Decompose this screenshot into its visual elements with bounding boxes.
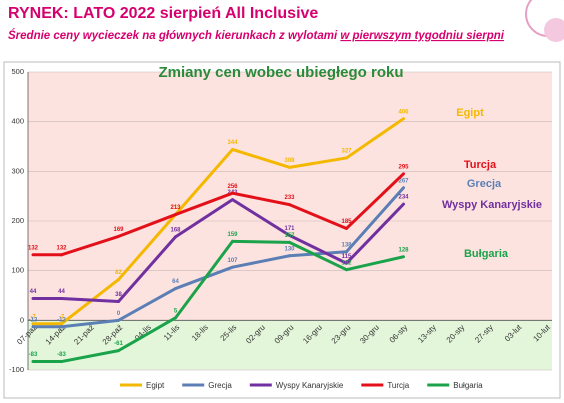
line-segment — [60, 278, 120, 326]
data-label: 344 — [227, 140, 238, 146]
data-label: 213 — [170, 205, 181, 211]
y-tick-label: -100 — [9, 365, 24, 374]
data-label: 82 — [115, 270, 122, 276]
line-segment — [117, 213, 177, 238]
data-label: 256 — [227, 184, 238, 190]
line-segment — [231, 254, 291, 269]
data-label: -61 — [114, 341, 123, 347]
data-label: 406 — [398, 109, 409, 115]
data-label: 132 — [56, 245, 67, 251]
data-label: 44 — [58, 289, 65, 295]
line-segment — [345, 186, 405, 254]
data-label: 138 — [341, 242, 352, 248]
data-label: 171 — [284, 226, 295, 232]
line-segment — [60, 296, 120, 303]
line-segment — [345, 202, 405, 265]
data-label: 5 — [174, 308, 178, 314]
legend-label: Grecja — [208, 381, 232, 390]
line-segment — [288, 240, 348, 272]
legend-label: Egipt — [146, 381, 165, 390]
series-annotation: Grecja — [467, 178, 502, 190]
y-tick-label: 300 — [11, 166, 24, 175]
line-segment — [345, 117, 405, 160]
data-label: 327 — [341, 149, 352, 155]
data-label: 44 — [30, 289, 37, 295]
legend-label: Turcja — [387, 381, 409, 390]
y-tick-label: 500 — [11, 67, 24, 76]
header-subtitle: Średnie ceny wycieczek na głównych kieru… — [8, 29, 505, 42]
data-label: 295 — [398, 164, 409, 170]
legend-label: Bułgaria — [453, 381, 483, 390]
line-segment — [117, 287, 177, 322]
line-segment — [231, 147, 291, 169]
subtitle: Średnie ceny wycieczek na głównych kieru… — [8, 29, 340, 42]
data-label: 308 — [284, 158, 295, 164]
decoration — [544, 18, 564, 42]
line-segment — [117, 316, 177, 353]
line-segment — [345, 172, 405, 230]
data-label: 128 — [398, 247, 409, 253]
series-annotation: Wyspy Kanaryjskie — [442, 199, 542, 211]
header-title: RYNEK: LATO 2022 sierpień All Inclusive — [8, 5, 318, 22]
series-annotation: Egipt — [456, 107, 484, 119]
y-tick-label: 200 — [11, 216, 24, 225]
series-annotation: Turcja — [464, 159, 497, 171]
line-segment — [231, 191, 291, 207]
line-segment — [288, 233, 348, 265]
series-annotation: Bułgaria — [464, 248, 509, 260]
data-label: 115 — [342, 254, 352, 260]
line-segment — [231, 198, 291, 237]
y-tick-label: 100 — [11, 266, 24, 275]
line-segment — [288, 156, 348, 169]
data-label: -83 — [29, 352, 38, 358]
y-tick-label: 400 — [11, 117, 24, 126]
plot-bg-positive — [28, 72, 552, 321]
line-segment — [117, 213, 177, 282]
chart-title: Zmiany cen wobec ubiegłego roku — [158, 64, 403, 81]
data-label: 169 — [113, 227, 124, 233]
line-segment — [288, 250, 348, 258]
line-segment — [174, 191, 234, 217]
line-segment — [288, 203, 348, 230]
legend-label: Wyspy Kanaryjskie — [276, 381, 344, 390]
line-segment — [60, 234, 120, 257]
line-segment — [345, 255, 405, 272]
data-label: -7 — [59, 314, 65, 320]
data-label: 38 — [115, 292, 122, 298]
data-label: 185 — [341, 219, 352, 225]
y-tick-label: 0 — [20, 315, 24, 324]
data-label: 159 — [227, 232, 238, 238]
data-label: 168 — [170, 227, 181, 233]
data-label: 102 — [341, 260, 352, 266]
data-label: -13 — [29, 317, 38, 323]
line-segment — [174, 198, 234, 239]
data-label: 107 — [227, 258, 238, 264]
data-label: 132 — [28, 245, 39, 251]
line-segment — [174, 239, 234, 320]
data-label: 64 — [172, 279, 179, 285]
plot-bg-negative — [28, 320, 552, 370]
data-label: -13 — [57, 317, 66, 323]
data-label: 233 — [284, 195, 295, 201]
data-label: 130 — [284, 246, 295, 252]
line-segment — [174, 147, 234, 217]
data-label: 213 — [170, 205, 181, 211]
data-label: 234 — [398, 195, 409, 201]
subtitle-underlined: w pierwszym tygodniu sierpni — [340, 30, 504, 42]
line-segment — [117, 235, 177, 303]
data-label: -7 — [30, 314, 36, 320]
data-label: 157 — [284, 233, 295, 239]
data-label: 267 — [398, 178, 409, 184]
data-label: 0 — [117, 311, 121, 317]
line-segment — [60, 318, 120, 329]
data-label: -83 — [57, 352, 66, 358]
line-segment — [231, 239, 291, 244]
line-segment — [60, 349, 120, 364]
